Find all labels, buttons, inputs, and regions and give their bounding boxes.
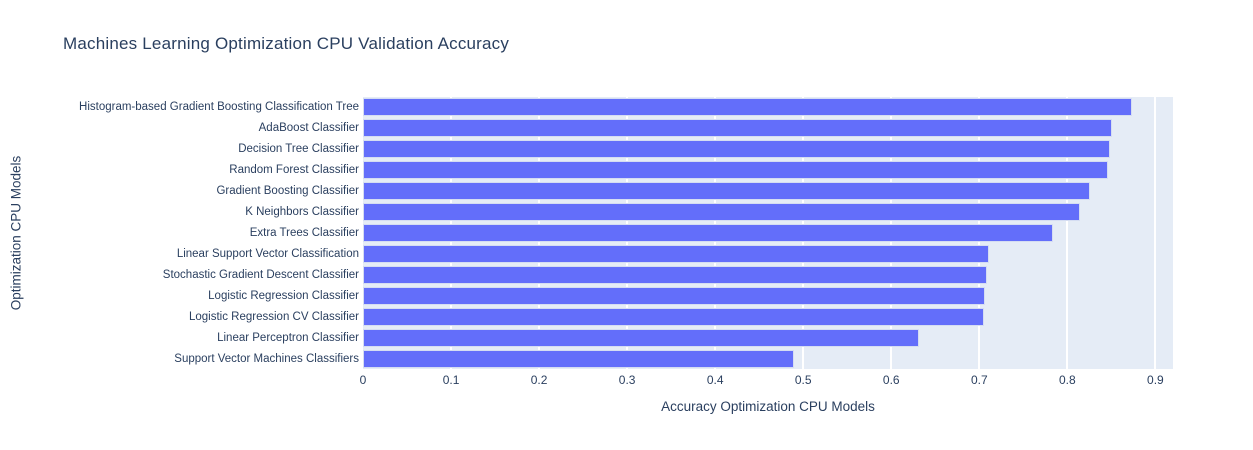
y-tick-label: Decision Tree Classifier (238, 143, 359, 156)
y-tick-label: Extra Trees Classifier (249, 227, 359, 239)
y-tick-label: Stochastic Gradient Descent Classifier (162, 268, 359, 281)
x-tick-label: 0.2 (530, 373, 548, 387)
y-tick-label: Linear Support Vector Classification (176, 247, 359, 260)
bar[interactable] (363, 307, 984, 326)
y-tick-label: Random Forest Classifier (229, 164, 359, 177)
bar[interactable] (363, 119, 1113, 138)
x-axis-ticks: 0 0.1 0.2 0.3 0.4 0.5 0.6 0.7 0.8 0.9 (360, 373, 1173, 389)
x-tick-label: 0.3 (618, 373, 636, 387)
bar[interactable] (363, 203, 1080, 222)
y-tick-label: Logistic Regression CV Classifier (188, 310, 359, 323)
bar[interactable] (363, 98, 1132, 117)
bar[interactable] (363, 161, 1108, 180)
bar[interactable] (363, 286, 985, 305)
y-tick-label: Linear Perceptron Classifier (217, 331, 359, 344)
x-axis-title: Accuracy Optimization CPU Models (661, 399, 875, 414)
y-tick-label: Gradient Boosting Classifier (216, 185, 359, 198)
y-tick-label: Support Vector Machines Classifiers (174, 352, 359, 365)
x-tick-label: 0.9 (1147, 373, 1164, 387)
x-tick-label: 0.4 (706, 373, 724, 387)
plot-area (363, 97, 1173, 369)
bar[interactable] (363, 182, 1091, 201)
x-tick-label: 0.5 (794, 373, 812, 387)
x-tick-label: 0.1 (442, 373, 460, 387)
y-tick-label: Logistic Regression Classifier (208, 289, 359, 302)
gridline (1154, 97, 1157, 369)
x-tick-label: 0 (359, 373, 367, 387)
bar[interactable] (363, 244, 989, 263)
x-tick-label: 0.7 (970, 373, 988, 387)
y-tick-label: Histogram-based Gradient Boosting Classi… (79, 101, 359, 114)
bar[interactable] (363, 224, 1054, 242)
y-tick-label: AdaBoost Classifier (258, 122, 359, 135)
gridline (1066, 97, 1069, 369)
bar[interactable] (363, 140, 1110, 159)
bar[interactable] (363, 328, 919, 347)
bar[interactable] (363, 349, 795, 368)
chart-title: Machines Learning Optimization CPU Valid… (63, 34, 510, 53)
x-tick-label: 0.8 (1059, 373, 1076, 387)
x-tick-label: 0.6 (882, 373, 900, 387)
y-axis-labels: Histogram-based Gradient Boosting Classi… (0, 97, 359, 369)
bar[interactable] (363, 265, 988, 284)
y-tick-label: K Neighbors Classifier (245, 206, 359, 219)
